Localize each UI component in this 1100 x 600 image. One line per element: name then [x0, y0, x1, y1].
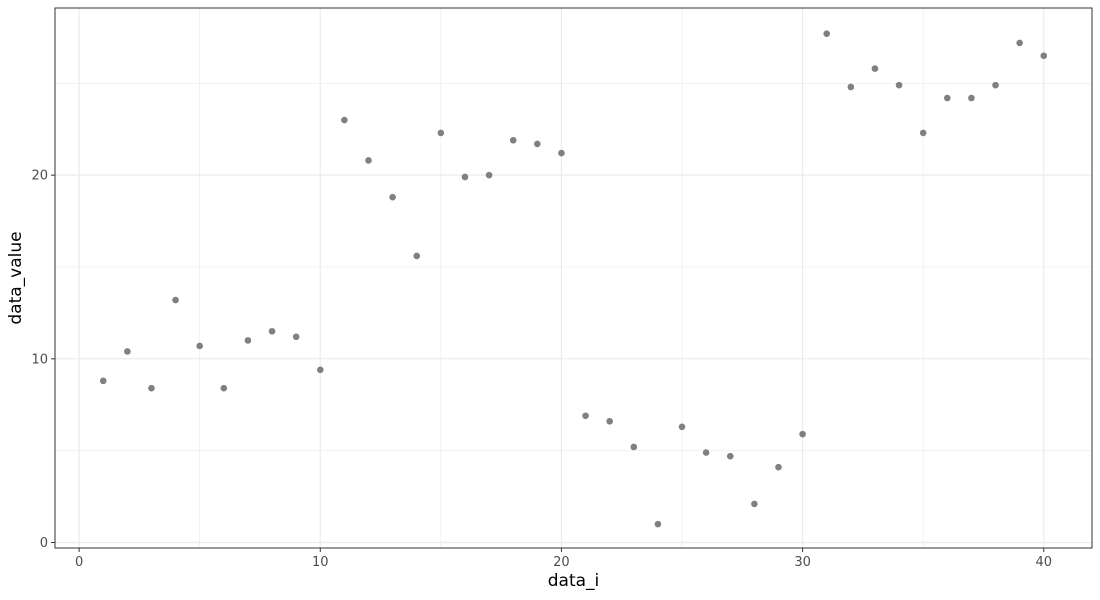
- x-tick-label: 0: [75, 555, 83, 570]
- x-axis-title: data_i: [548, 571, 600, 591]
- data-point: [292, 333, 300, 341]
- data-point: [365, 157, 372, 164]
- data-point: [124, 348, 131, 355]
- data-point: [509, 136, 517, 144]
- data-point: [871, 65, 879, 72]
- y-tick-label: 20: [31, 169, 48, 184]
- data-points: [99, 30, 1048, 528]
- data-point: [461, 173, 469, 181]
- y-tick-label: 0: [40, 536, 48, 551]
- data-point: [823, 30, 831, 38]
- data-point: [751, 500, 758, 508]
- minor-gridlines: [55, 8, 1092, 548]
- data-point: [799, 430, 806, 438]
- data-point: [485, 171, 493, 179]
- data-point: [919, 129, 927, 137]
- data-point: [1040, 52, 1048, 60]
- data-point: [606, 417, 613, 425]
- data-point: [654, 520, 662, 528]
- panel-border: [54, 7, 1093, 549]
- data-point: [895, 81, 903, 89]
- x-tick-label: 30: [794, 555, 811, 570]
- data-point: [172, 296, 179, 304]
- x-tick-label: 40: [1035, 555, 1052, 570]
- data-point: [437, 129, 445, 137]
- data-point: [1016, 39, 1023, 47]
- data-point: [99, 377, 107, 385]
- data-point: [389, 193, 396, 201]
- data-point: [413, 252, 421, 260]
- y-tick-label: 10: [31, 352, 48, 367]
- data-point: [847, 83, 855, 91]
- data-point: [268, 327, 276, 335]
- data-point: [244, 337, 252, 344]
- data-point: [630, 443, 638, 451]
- x-tick-label: 20: [553, 555, 570, 570]
- data-point: [341, 116, 348, 124]
- data-point: [196, 342, 203, 350]
- data-point: [702, 449, 710, 456]
- data-point: [534, 140, 541, 148]
- data-point: [148, 384, 155, 392]
- major-gridlines: [55, 8, 1092, 548]
- data-point: [968, 94, 975, 102]
- data-point: [726, 452, 734, 460]
- data-point: [775, 463, 782, 471]
- data-point: [316, 366, 324, 374]
- x-tick-label: 10: [312, 555, 329, 570]
- x-axis-ticks: 0 10 20 30 40: [75, 548, 1052, 570]
- y-axis-ticks: 0 10 20: [31, 169, 55, 551]
- y-axis-title: data_value: [6, 231, 26, 324]
- data-point: [992, 81, 999, 89]
- data-point: [944, 94, 951, 102]
- data-point: [558, 149, 565, 157]
- data-point: [582, 412, 589, 420]
- data-point: [678, 423, 686, 431]
- data-point: [220, 384, 228, 392]
